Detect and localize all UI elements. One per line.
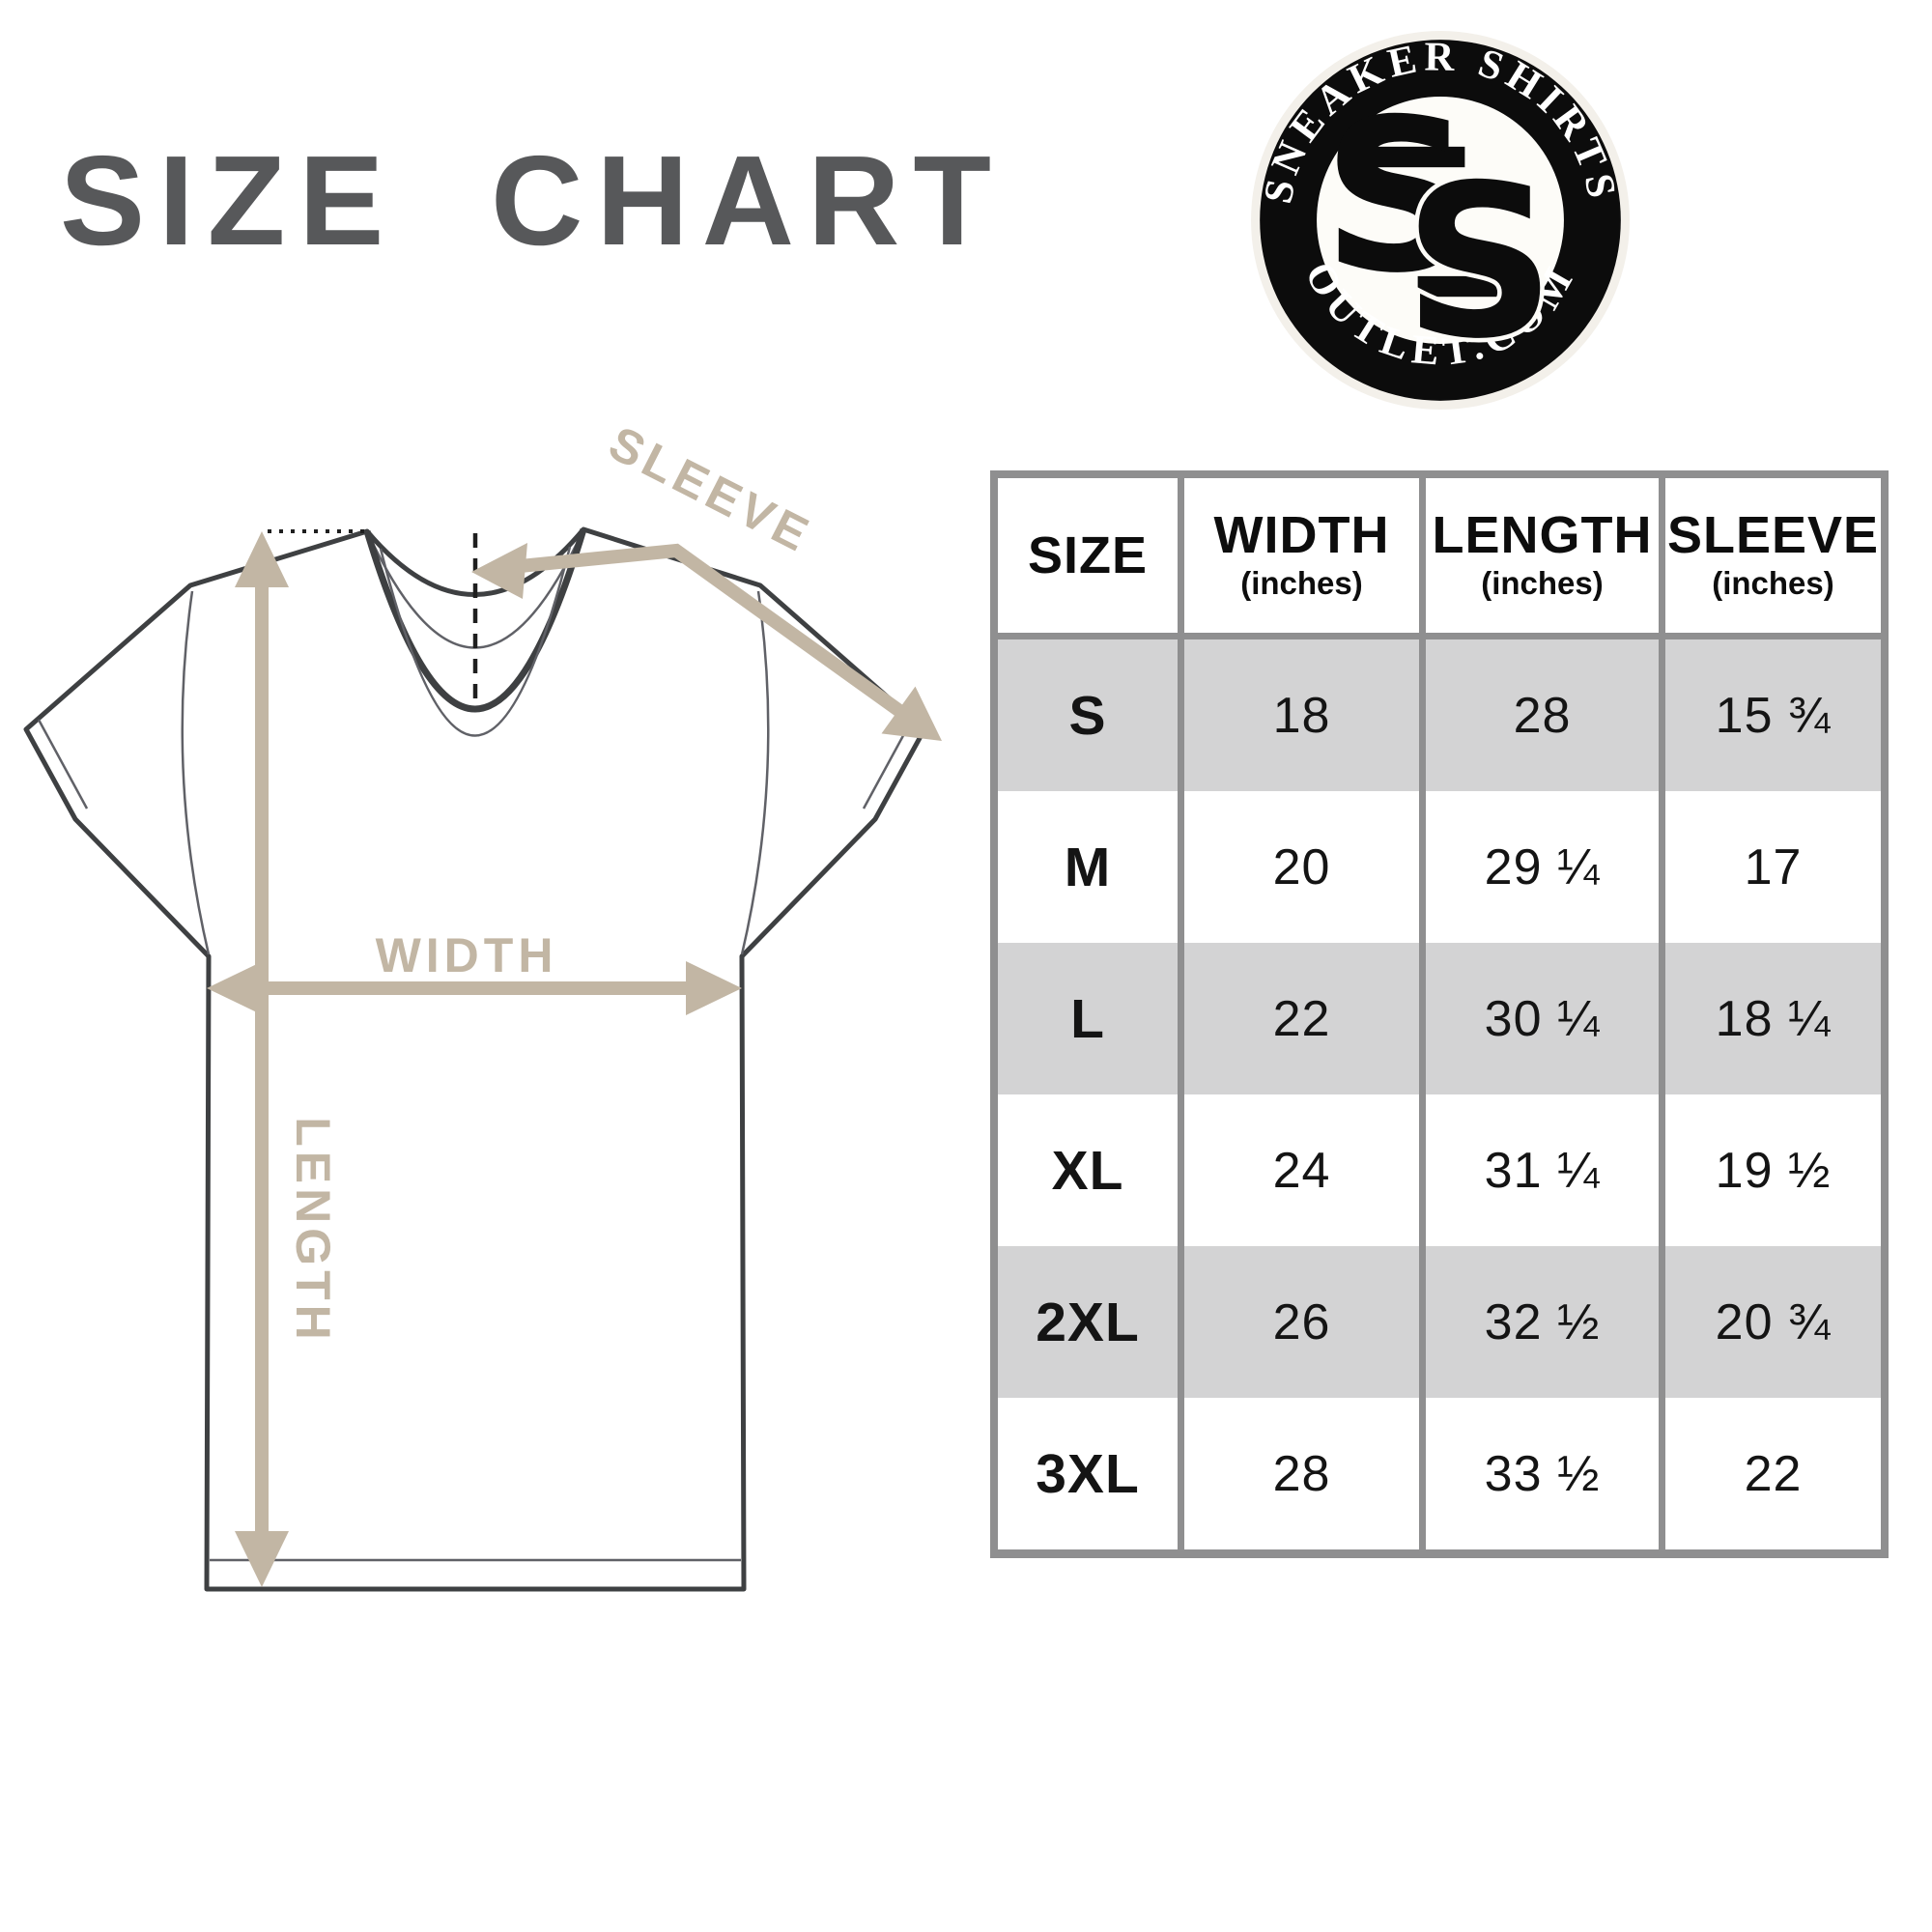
sleeve-cell: 22 — [1665, 1398, 1881, 1549]
collar-band-lower-seam — [379, 546, 572, 737]
tshirt-diagram: WIDTH LENGTH SLEEVE — [23, 415, 942, 1592]
sleeve-cell: 20 ¾ — [1665, 1246, 1881, 1398]
table-row-2xl: 2XL 26 32 ½ 20 ¾ — [998, 1246, 1881, 1398]
width-cell: 24 — [1184, 1094, 1419, 1246]
table-row-3xl: 3XL 28 33 ½ 22 — [998, 1398, 1881, 1549]
size-table: SIZE WIDTH (inches) LENGTH (inches) SLEE… — [990, 470, 1889, 1558]
header-divider — [998, 633, 1881, 639]
table-header-row: SIZE WIDTH (inches) LENGTH (inches) SLEE… — [998, 478, 1881, 633]
width-label: WIDTH — [376, 928, 558, 982]
table-row-m: M 20 29 ¼ 17 — [998, 791, 1881, 943]
width-arrow — [207, 961, 742, 1015]
size-cell: 2XL — [998, 1246, 1178, 1398]
sleeve-cell: 17 — [1665, 791, 1881, 943]
sleeve-cell: 18 ¼ — [1665, 943, 1881, 1094]
header-sub: (inches) — [1481, 564, 1604, 601]
length-arrow — [235, 531, 289, 1587]
header-label: WIDTH — [1213, 506, 1390, 565]
header-label: SLEEVE — [1666, 506, 1880, 565]
left-cuff-seam — [37, 719, 89, 810]
header-label: SIZE — [1027, 526, 1149, 584]
table-row-xl: XL 24 31 ¼ 19 ½ — [998, 1094, 1881, 1246]
monogram-s2: S — [1404, 140, 1555, 385]
monogram-top-bar — [1342, 146, 1465, 168]
size-cell: L — [998, 943, 1178, 1094]
sleeve-label: SLEEVE — [601, 415, 821, 563]
size-cell: M — [998, 791, 1178, 943]
length-cell: 33 ½ — [1426, 1398, 1659, 1549]
width-cell: 18 — [1184, 639, 1419, 791]
length-label: LENGTH — [286, 1117, 340, 1345]
table-row-l: L 22 30 ¼ 18 ¼ — [998, 943, 1881, 1094]
sleeve-cell: 19 ½ — [1665, 1094, 1881, 1246]
length-cell: 28 — [1426, 639, 1659, 791]
width-cell: 22 — [1184, 943, 1419, 1094]
length-cell: 32 ½ — [1426, 1246, 1659, 1398]
left-armhole-seam — [181, 590, 211, 955]
width-cell: 28 — [1184, 1398, 1419, 1549]
header-cell-width: WIDTH (inches) — [1184, 478, 1419, 633]
collar-front-neckline — [363, 527, 587, 713]
size-cell: XL — [998, 1094, 1178, 1246]
header-label: LENGTH — [1432, 506, 1653, 565]
width-cell: 26 — [1184, 1246, 1419, 1398]
sleeve-cell: 15 ¾ — [1665, 639, 1881, 791]
monogram-s1: S — [1322, 74, 1474, 320]
size-cell: S — [998, 639, 1178, 791]
length-cell: 30 ¼ — [1426, 943, 1659, 1094]
logo-monogram: S S — [1322, 74, 1560, 390]
length-cell: 29 ¼ — [1426, 791, 1659, 943]
page-title: SIZE CHART — [60, 129, 1005, 271]
header-sub: (inches) — [1712, 564, 1834, 601]
header-sub: (inches) — [1240, 564, 1363, 601]
right-armhole-seam — [740, 590, 770, 955]
monogram-bottom-bar — [1417, 275, 1541, 298]
header-cell-length: LENGTH (inches) — [1426, 478, 1659, 633]
sleeve-arrow — [471, 543, 942, 741]
width-cell: 20 — [1184, 791, 1419, 943]
length-cell: 31 ¼ — [1426, 1094, 1659, 1246]
header-cell-sleeve: SLEEVE (inches) — [1665, 478, 1881, 633]
brand-logo: SNEAKER SHIRTS OUTLET.COM S S — [1251, 31, 1630, 410]
table-row-s: S 18 28 15 ¾ — [998, 639, 1881, 791]
header-cell-size: SIZE — [998, 478, 1178, 633]
size-cell: 3XL — [998, 1398, 1178, 1549]
